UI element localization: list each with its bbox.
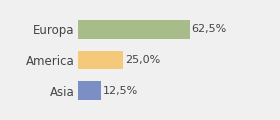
Bar: [78, 20, 190, 39]
Text: 62,5%: 62,5%: [191, 24, 227, 34]
Bar: [78, 51, 123, 69]
Text: 12,5%: 12,5%: [102, 86, 138, 96]
Text: 25,0%: 25,0%: [125, 55, 160, 65]
Bar: [78, 81, 101, 100]
